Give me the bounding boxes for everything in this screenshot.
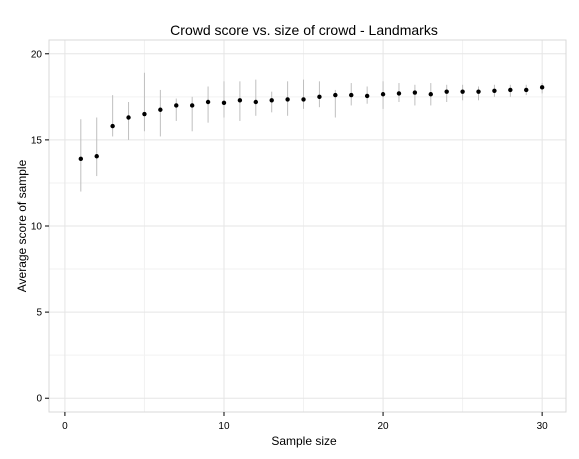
x-tick-label: 20: [377, 421, 389, 432]
y-tick-label: 20: [31, 49, 43, 60]
y-axis: 0 5 10 15 20: [31, 49, 49, 405]
data-point: [333, 92, 338, 98]
y-tick-label: 10: [31, 222, 43, 233]
data-point: [253, 99, 258, 105]
data-point: [428, 92, 433, 97]
data-point: [205, 99, 211, 105]
data-point: [524, 87, 529, 93]
data-point: [380, 92, 386, 97]
y-tick-label: 5: [36, 308, 42, 319]
data-point: [142, 111, 147, 117]
data-point: [460, 89, 465, 94]
data-point: [364, 93, 370, 99]
data-point: [539, 85, 545, 90]
y-axis-label: Average score of sample: [15, 159, 29, 292]
data-point: [317, 94, 322, 100]
major-grid: [49, 40, 566, 412]
data-point: [476, 89, 481, 94]
data-point: [444, 89, 449, 94]
data-point: [237, 98, 243, 103]
x-tick-label: 10: [218, 421, 230, 432]
data-point: [78, 156, 84, 162]
y-tick-label: 15: [31, 135, 43, 146]
data-point: [349, 92, 354, 98]
data-point: [126, 115, 131, 120]
data-point: [285, 97, 290, 102]
y-tick-label: 0: [36, 394, 42, 405]
data-point: [269, 98, 274, 103]
chart-title: Crowd score vs. size of crowd - Landmark…: [170, 22, 438, 38]
data-point: [396, 91, 402, 96]
x-axis-label: Sample size: [271, 434, 337, 448]
data-point: [158, 107, 163, 112]
x-tick-label: 0: [62, 421, 68, 432]
data-point: [492, 88, 497, 94]
x-axis: 0 10 20 30: [62, 412, 548, 432]
data-point: [94, 154, 99, 159]
data-point: [508, 87, 513, 93]
plot-panel: [48, 39, 567, 413]
data-point: [412, 90, 418, 95]
data-point: [301, 97, 306, 102]
data-point: [189, 103, 195, 108]
data-point: [174, 103, 179, 108]
data-point: [221, 100, 227, 106]
points: [78, 85, 545, 162]
x-tick-label: 30: [537, 421, 549, 432]
data-point: [110, 123, 115, 129]
